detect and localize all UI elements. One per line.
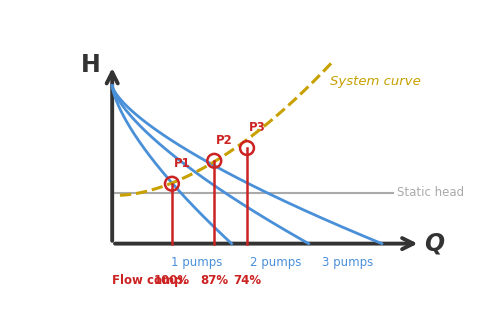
- Text: 3 pumps: 3 pumps: [322, 256, 373, 269]
- Text: System curve: System curve: [330, 75, 420, 88]
- Text: Flow comp.: Flow comp.: [112, 274, 187, 287]
- Text: Q: Q: [424, 232, 444, 256]
- Text: H: H: [81, 53, 101, 77]
- Text: P1: P1: [174, 157, 190, 170]
- Text: 100%: 100%: [154, 274, 190, 287]
- Text: 87%: 87%: [200, 274, 228, 287]
- Text: P2: P2: [216, 134, 233, 147]
- Text: 74%: 74%: [233, 274, 261, 287]
- Text: 2 pumps: 2 pumps: [250, 256, 302, 269]
- Text: 1 pumps: 1 pumps: [171, 256, 223, 269]
- Text: Static head: Static head: [397, 186, 464, 199]
- Text: P3: P3: [249, 121, 266, 134]
